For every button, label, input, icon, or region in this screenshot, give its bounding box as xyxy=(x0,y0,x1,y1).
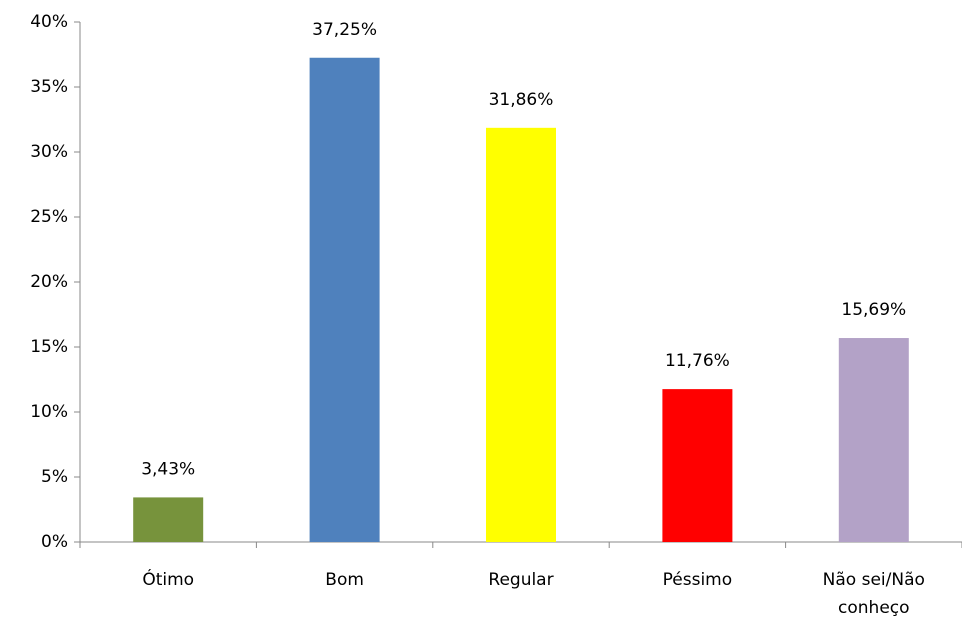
y-tick-label: 40% xyxy=(30,12,68,32)
x-tick-label: Ótimo xyxy=(142,570,195,590)
bar xyxy=(133,497,204,542)
data-label: 31,86% xyxy=(489,90,554,110)
y-tick-label: 30% xyxy=(30,142,68,162)
data-label: 37,25% xyxy=(312,20,377,40)
y-tick-label: 15% xyxy=(30,337,68,357)
y-tick-label: 10% xyxy=(30,402,68,422)
y-tick-label: 35% xyxy=(30,77,68,97)
bar xyxy=(486,127,556,542)
y-tick-label: 25% xyxy=(30,207,68,227)
data-label: 3,43% xyxy=(141,459,195,479)
bar xyxy=(309,57,380,542)
y-tick-label: 0% xyxy=(41,532,68,552)
data-label: 11,76% xyxy=(665,351,730,371)
x-tick-label: Bom xyxy=(325,570,364,590)
bar xyxy=(838,338,909,542)
y-tick-label: 5% xyxy=(41,467,68,487)
x-tick-label: Regular xyxy=(488,570,554,590)
data-label: 15,69% xyxy=(841,300,906,320)
x-tick-label: Não sei/Não conheço xyxy=(822,570,925,618)
x-tick-label: Péssimo xyxy=(662,570,733,590)
bar xyxy=(662,389,733,542)
y-tick-label: 20% xyxy=(30,272,68,292)
